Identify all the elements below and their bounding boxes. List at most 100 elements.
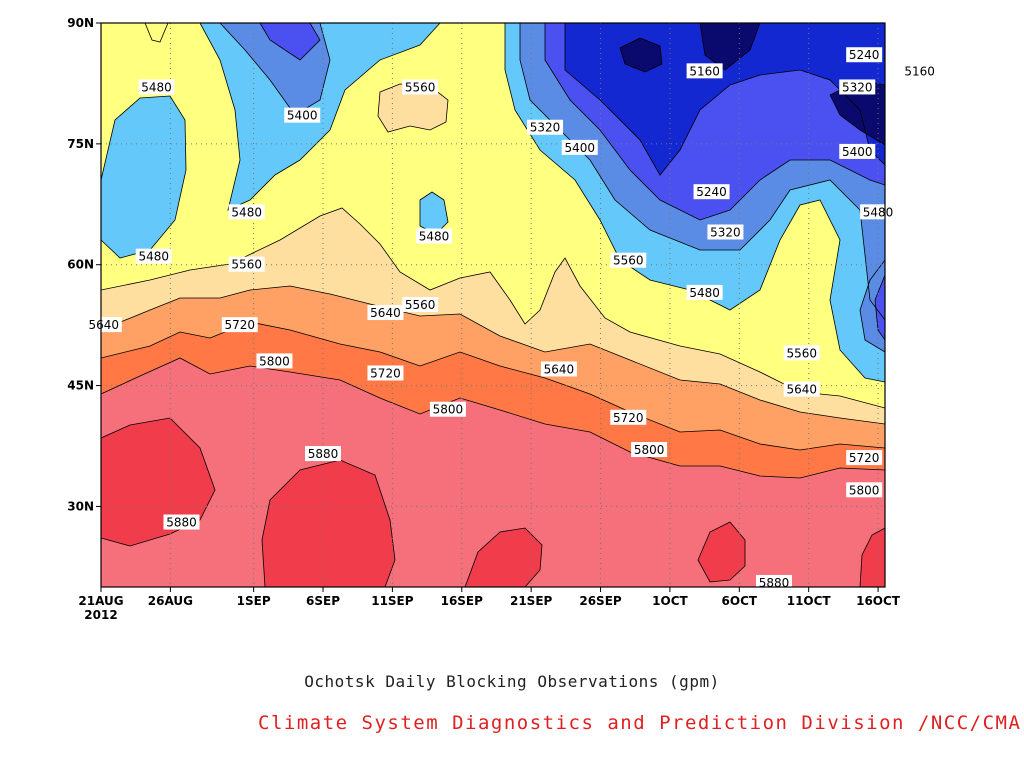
- contour-label: 5480: [686, 284, 723, 300]
- contour-label: 5160: [901, 63, 938, 79]
- contour-label: 5640: [540, 361, 577, 377]
- contour-label: 5640: [783, 381, 820, 397]
- contour-label: 5800: [846, 482, 883, 498]
- contour-label: 5560: [228, 256, 265, 272]
- contour-label: 5720: [610, 409, 647, 425]
- lobe-5400-5480-left: [101, 96, 186, 258]
- x-year-label: 2012: [84, 608, 117, 622]
- y-axis: 90N 75N 60N 45N 30N: [67, 16, 101, 513]
- contour-5320-top: [259, 23, 321, 61]
- contour-label: 5720: [846, 450, 883, 466]
- contour-label-text: 5320: [530, 121, 561, 135]
- x-axis: 21AUG 26AUG 1SEP 6SEP 11SEP 16SEP 21SEP 26SEP 1O…: [78, 587, 901, 622]
- band-5640-5720: [101, 286, 885, 450]
- contour-label-text: 5880: [166, 516, 197, 530]
- contour-label: 5720: [221, 317, 258, 333]
- contour-5880-a: [101, 417, 216, 547]
- y-tick-label: 60N: [67, 258, 94, 272]
- contour-label: 5800: [256, 353, 293, 369]
- contour-5880-e: [859, 527, 885, 587]
- contour-label-text: 5400: [287, 109, 318, 123]
- contour-label-text: 5640: [786, 383, 817, 397]
- contour-label: 5480: [860, 204, 897, 220]
- contour-label: 5400: [284, 107, 321, 123]
- y-tick-label: 90N: [67, 16, 94, 30]
- core-above-5880-a: [101, 418, 215, 546]
- contour-label: 5640: [367, 305, 404, 321]
- band-5720-5800: [101, 322, 885, 478]
- contour-label-text: 5720: [224, 318, 255, 332]
- core-below-5160-b: [700, 23, 760, 70]
- contour-label: 5480: [138, 79, 175, 95]
- contour-label-text: 5880: [308, 447, 339, 461]
- core-above-5880-c: [465, 528, 542, 587]
- contour-5160-a: [619, 37, 663, 73]
- x-tick-label: 21SEP: [510, 594, 553, 608]
- contour-5400-right-lobe: [859, 259, 885, 353]
- contour-label-text: 5480: [863, 205, 894, 219]
- contour-label-text: 5160: [904, 64, 935, 78]
- contour-label: 5560: [783, 345, 820, 361]
- y-tick-label: 30N: [67, 499, 94, 513]
- contour-5400-right: [519, 23, 885, 321]
- contour-label-text: 5800: [259, 354, 290, 368]
- x-tick-label: 6OCT: [722, 594, 758, 608]
- contour-label: 5320: [527, 119, 564, 135]
- core-below-5160-c: [830, 80, 885, 145]
- contour-labels: 5480 5400 5560 5480 5480 5560 5640 5720 5800 5640…: [85, 47, 938, 590]
- contour-label-text: 5560: [405, 80, 436, 94]
- contour-label-text: 5320: [710, 225, 741, 239]
- core-above-5880-d: [698, 522, 745, 582]
- contour-label-text: 5560: [786, 346, 817, 360]
- contour-label-text: 5640: [89, 318, 120, 332]
- contour-label: 5800: [631, 442, 668, 458]
- chart-credit: Climate System Diagnostics and Predictio…: [258, 712, 1022, 734]
- contour-label-text: 5320: [842, 80, 873, 94]
- y-tick-label: 75N: [67, 137, 94, 151]
- x-tick-label: 26AUG: [148, 594, 193, 608]
- contour-label: 5480: [135, 248, 172, 264]
- x-tick-label: 6SEP: [306, 594, 340, 608]
- chart-title: Ochotsk Daily Blocking Observations (gpm…: [304, 672, 720, 691]
- contour-label: 5640: [85, 317, 122, 333]
- x-tick-label: 11OCT: [787, 594, 832, 608]
- contour-label-text: 5480: [419, 230, 450, 244]
- contour-5320-right-lobe: [874, 274, 885, 341]
- x-tick-label: 11SEP: [371, 594, 414, 608]
- contour-label-text: 5720: [613, 411, 644, 425]
- contour-5640: [101, 285, 885, 425]
- contour-label: 5880: [163, 514, 200, 530]
- contour-label: 5320: [839, 79, 876, 95]
- contour-label-text: 5640: [544, 362, 575, 376]
- contour-label: 5480: [228, 204, 265, 220]
- contour-label-text: 5480: [138, 250, 169, 264]
- contour-5480-island: [419, 191, 449, 235]
- contour-label: 5800: [429, 401, 466, 417]
- contour-5880-d: [697, 521, 746, 583]
- contour-5800: [101, 357, 885, 479]
- contour-label-text: 5560: [613, 254, 644, 268]
- contour-label: 5720: [367, 365, 404, 381]
- contour-label-text: 5240: [696, 185, 727, 199]
- contour-5880-c: [464, 527, 543, 587]
- contour-label-text: 5240: [849, 48, 880, 62]
- contour-label: 5400: [839, 143, 876, 159]
- contour-5560: [101, 207, 885, 409]
- contour-label-text: 5480: [141, 80, 172, 94]
- contour-label: 5560: [402, 297, 439, 312]
- contour-label: 5240: [693, 184, 730, 200]
- contour-label-text: 5480: [231, 205, 262, 219]
- contour-label-text: 5480: [689, 286, 720, 300]
- lobe-5240-5320-top: [260, 23, 320, 60]
- contour-fills: [101, 23, 885, 587]
- band-5560-5640: [101, 208, 885, 424]
- island-5560: [378, 84, 448, 132]
- contour-label-text: 5800: [433, 403, 464, 417]
- contour-label-text: 5560: [231, 258, 262, 272]
- contour-label-text: 5400: [564, 141, 595, 155]
- x-tick-label: 1OCT: [652, 594, 688, 608]
- contour-label-text: 5400: [842, 145, 873, 159]
- core-above-5880-b: [262, 460, 395, 587]
- x-tick-label: 26SEP: [579, 594, 622, 608]
